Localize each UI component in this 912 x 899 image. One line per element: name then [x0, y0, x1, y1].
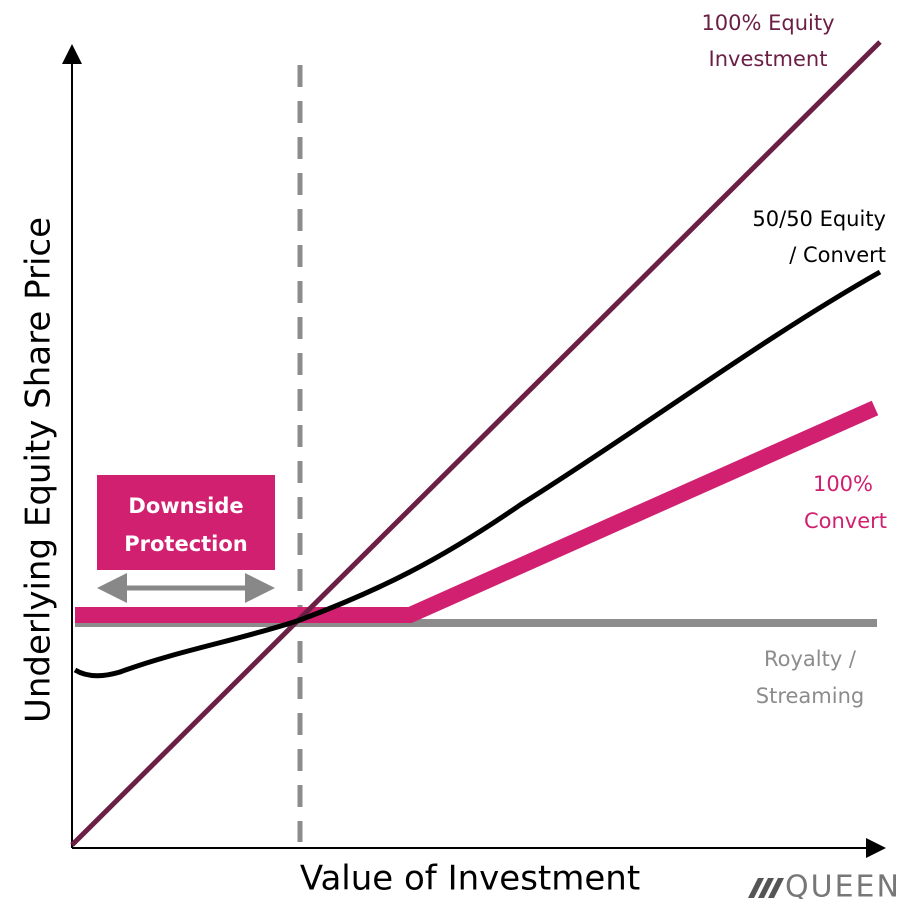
convert-label: 100% — [813, 472, 873, 496]
blend-line — [73, 269, 882, 679]
blend-label: / Convert — [789, 243, 886, 267]
equity-label: Investment — [709, 47, 828, 71]
callout-box — [97, 475, 275, 570]
y-axis-label: Underlying Equity Share Price — [19, 217, 59, 723]
equity-line — [70, 40, 882, 847]
callout-text: Protection — [124, 532, 248, 556]
royalty-label: Royalty / — [764, 647, 857, 671]
royalty-label: Streaming — [756, 684, 864, 708]
callout-text: Downside — [128, 494, 243, 518]
convert-label: Convert — [804, 509, 887, 533]
logo-mark — [748, 878, 784, 898]
convert-line — [75, 400, 879, 623]
blend-label: 50/50 Equity — [752, 207, 886, 231]
logo: QUEEN — [785, 870, 901, 899]
equity-label: 100% Equity — [701, 11, 834, 35]
x-axis-label: Value of Investment — [300, 859, 640, 899]
